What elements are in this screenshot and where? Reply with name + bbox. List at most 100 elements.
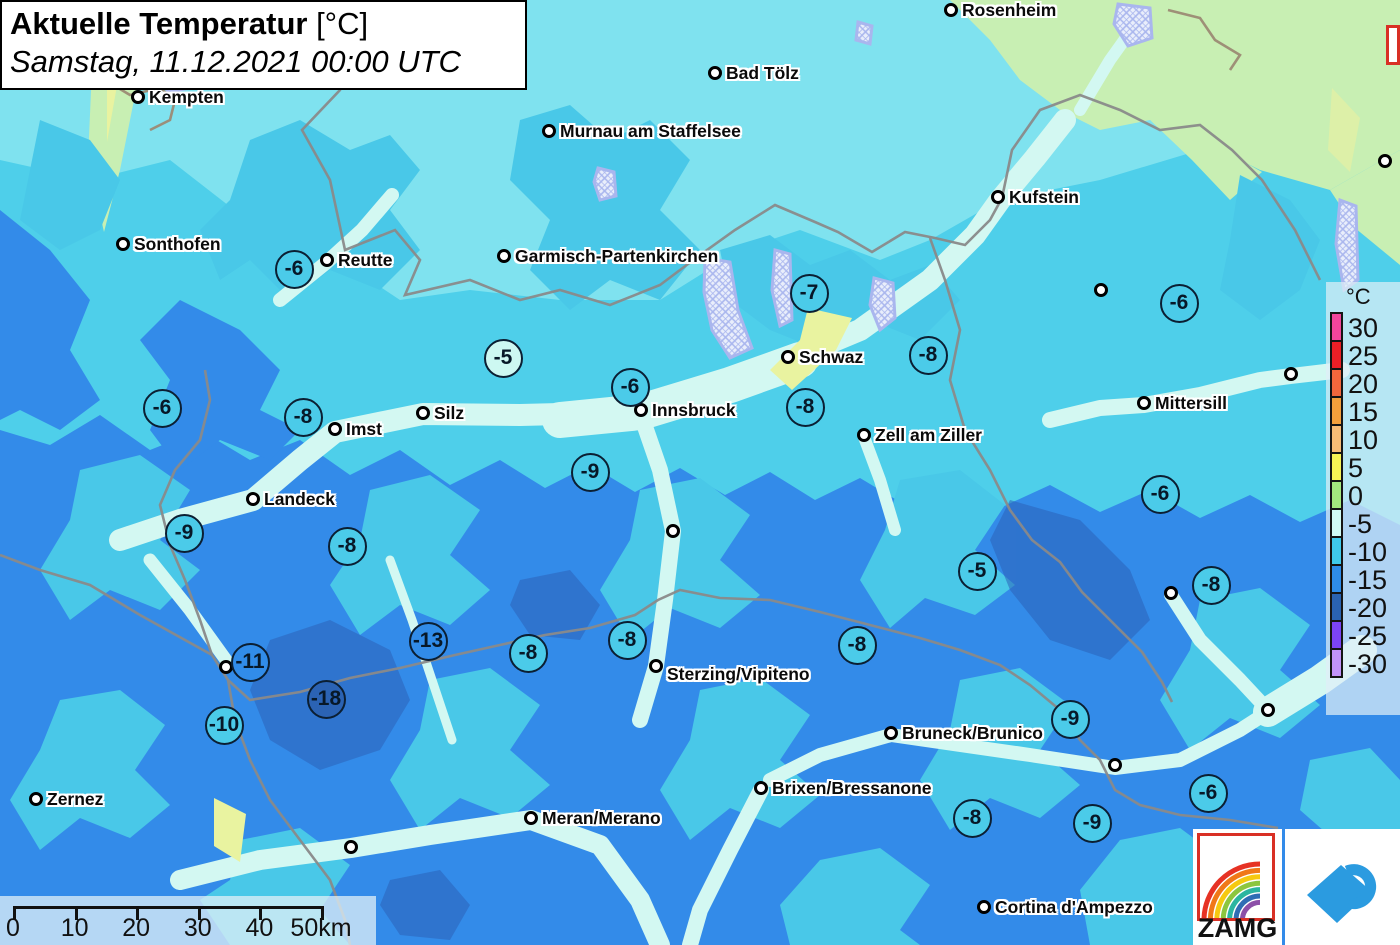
city-dot-icon	[344, 840, 358, 854]
scale-bar-label: 40	[245, 914, 274, 942]
legend-value-label: -30	[1348, 649, 1388, 679]
legend-color-swatch	[1330, 340, 1343, 370]
map-title-unit: [°C]	[307, 6, 369, 41]
city-label: Kufstein	[1009, 187, 1079, 207]
city-dot-icon	[1164, 586, 1178, 600]
legend-entry: 20	[1326, 368, 1400, 399]
city-label: Sonthofen	[134, 234, 221, 254]
legend-entry: -10	[1326, 536, 1400, 567]
temperature-bubble: -8	[607, 620, 647, 660]
city-dot-icon	[1378, 154, 1392, 168]
legend-value-label: -10	[1348, 537, 1388, 567]
city-label: Landeck	[264, 489, 335, 509]
legend-value-label: -25	[1348, 621, 1388, 651]
legend-entry: 10	[1326, 424, 1400, 454]
city-dot-icon	[542, 124, 556, 138]
temperature-bubble: -8	[952, 798, 992, 838]
legend-color-swatch	[1330, 396, 1343, 426]
temperature-bubble: -9	[1050, 699, 1090, 739]
city-dot-icon	[991, 190, 1005, 204]
temperature-bubble: -8	[1191, 565, 1231, 605]
rainbow-arc	[1201, 861, 1261, 918]
city-label: Bruneck/Brunico	[902, 723, 1043, 743]
temperature-bubble: -6	[142, 388, 182, 428]
temperature-bubble: -6	[1159, 283, 1199, 323]
map-subtitle: Samstag, 11.12.2021 00:00 UTC	[10, 44, 461, 79]
legend-value-label: 20	[1348, 369, 1379, 399]
city-dot-icon	[857, 428, 871, 442]
city-label: Brixen/Bressanone	[772, 778, 932, 798]
city-dot-icon	[524, 811, 538, 825]
scale-bar-label: 10	[60, 914, 89, 942]
rainbow-arc	[1227, 887, 1261, 918]
city-label: Zernez	[47, 789, 104, 809]
legend-entry: 25	[1326, 340, 1400, 371]
city-label: Bad Tölz	[726, 63, 799, 83]
city-label: Garmisch-Partenkirchen	[515, 246, 719, 266]
legend-color-swatch	[1330, 368, 1343, 398]
legend-entry: -15	[1326, 564, 1400, 595]
city-dot-icon	[1108, 758, 1122, 772]
scale-bar-tick	[74, 906, 78, 920]
city-dot-icon	[131, 90, 145, 104]
zamg-logo-text: ZAMG	[1197, 913, 1278, 943]
temperature-bubble: -18	[306, 679, 346, 719]
temperature-bubble: -5	[957, 551, 997, 591]
legend-entry: -30	[1326, 648, 1400, 679]
city-label: Meran/Merano	[542, 808, 661, 828]
temperature-bubble: -9	[570, 452, 610, 492]
legend-value-label: -5	[1348, 509, 1373, 539]
city-dot-icon	[320, 253, 334, 267]
city-label: Imst	[346, 419, 382, 439]
rainbow-arc	[1214, 874, 1261, 918]
temperature-bubble: -7	[789, 273, 829, 313]
scale-bar-tick	[197, 906, 201, 920]
temperature-bubble: -13	[408, 621, 448, 661]
legend-entry: 30	[1326, 312, 1400, 343]
scale-bar-label: 50km	[290, 914, 352, 942]
city-dot-icon	[666, 524, 680, 538]
scale-bar-line	[13, 906, 321, 909]
legend-entry: 15	[1326, 396, 1400, 427]
rainbow-arc	[1208, 867, 1261, 918]
legend-color-swatch	[1330, 480, 1343, 510]
legend-color-swatch	[1330, 508, 1343, 538]
legend-value-label: -20	[1348, 593, 1388, 623]
city-dot-icon	[649, 659, 663, 673]
temperature-bubble: -9	[164, 513, 204, 553]
tirol-logo	[1285, 829, 1400, 945]
legend-color-swatch	[1330, 620, 1343, 650]
city-label: Silz	[434, 403, 465, 423]
city-dot-icon	[328, 422, 342, 436]
scale-bar-tick	[259, 906, 263, 920]
scale-bar-label: 30	[183, 914, 212, 942]
city-dot-icon	[708, 66, 722, 80]
temperature-bubble: -8	[283, 397, 323, 437]
city-dot-icon	[944, 3, 958, 17]
legend-value-label: 25	[1348, 341, 1379, 371]
scale-bar-label: 0	[6, 914, 20, 942]
city-dot-icon	[497, 249, 511, 263]
legend-color-swatch	[1330, 536, 1343, 566]
city-label: Mittersill	[1155, 393, 1227, 413]
scale-bar: 0 10 20 30 40 50km	[0, 896, 376, 945]
temperature-bubble: -11	[230, 642, 270, 682]
legend-value-label: 15	[1348, 397, 1379, 427]
city-label: Sterzing/Vipiteno	[667, 664, 810, 684]
city-dot-icon	[246, 492, 260, 506]
legend-color-swatch	[1330, 424, 1343, 454]
cropped-map-marker	[1386, 25, 1400, 65]
city-dot-icon	[1284, 367, 1298, 381]
temperature-bubble: -8	[327, 526, 367, 566]
legend-value-label: -15	[1348, 565, 1388, 595]
city-dot-icon	[884, 726, 898, 740]
zamg-logo: ZAMG	[1193, 829, 1282, 945]
legend-value-label: 30	[1348, 313, 1379, 343]
title-box: Aktuelle Temperatur [°C] Samstag, 11.12.…	[0, 0, 527, 90]
rainbow-arc	[1240, 899, 1261, 918]
legend-entry: 5	[1326, 452, 1400, 482]
legend-unit-label: °C	[1346, 284, 1371, 309]
temperature-bubble: -6	[274, 249, 314, 289]
city-dot-icon	[754, 781, 768, 795]
city-dot-icon	[116, 237, 130, 251]
